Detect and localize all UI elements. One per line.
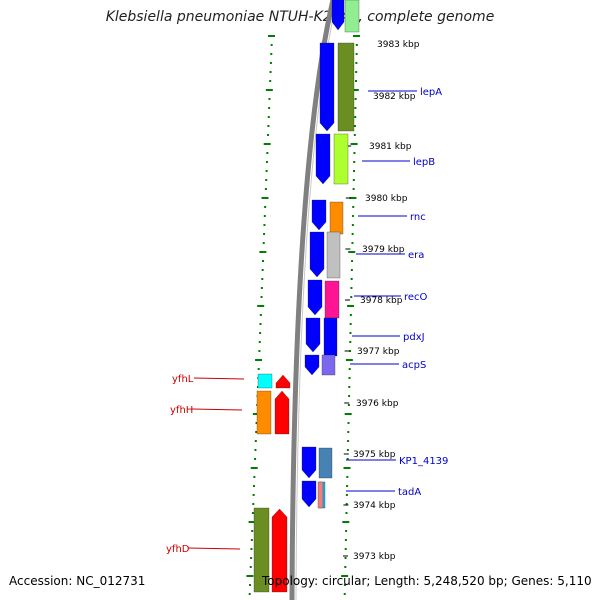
gene-arrow-era[interactable] [309, 231, 325, 278]
accession-text: Accession: NC_012731 [9, 574, 146, 588]
gene-arrow-recO[interactable] [307, 279, 323, 316]
cog-bar-lepA[interactable] [337, 42, 355, 132]
tick-label: 3976 kbp [356, 399, 399, 409]
label-line [187, 547, 241, 550]
cog-bar-tadA-2[interactable] [317, 481, 324, 509]
cog-bar[interactable] [344, 0, 360, 33]
gene-label-KP1_4139[interactable]: KP1_4139 [399, 456, 448, 467]
label-line [193, 377, 245, 380]
cog-bar-acpS[interactable] [321, 354, 336, 376]
tick-label: 3975 kbp [353, 450, 396, 460]
gene-arrow-yfhH[interactable] [274, 390, 290, 435]
gene-arrow-lepA[interactable] [319, 42, 335, 132]
gene-label-era[interactable]: era [408, 250, 424, 261]
gene-label-yfhD[interactable]: yfhD [166, 544, 190, 555]
tick-label: 3974 kbp [353, 501, 396, 511]
tick-label: 3977 kbp [357, 347, 400, 357]
gene-arrow-yfhL[interactable] [275, 374, 291, 389]
tick-label: 3983 kbp [377, 40, 420, 50]
gene-label-lepB[interactable]: lepB [413, 157, 435, 168]
gene-label-tadA[interactable]: tadA [398, 487, 421, 498]
cog-bar-lepB[interactable] [333, 133, 349, 185]
cog-bar-KP1_4139[interactable] [318, 447, 333, 479]
gene-label-acpS[interactable]: acpS [402, 360, 426, 371]
gene-label-lepA[interactable]: lepA [420, 87, 442, 98]
cog-bar-yfhL[interactable] [257, 373, 273, 389]
gene-label-yfhL[interactable]: yfhL [172, 374, 194, 385]
gene-arrow-lepB[interactable] [315, 133, 331, 185]
gene-arrow-yfhD[interactable] [271, 508, 288, 593]
tick-label: 3981 kbp [369, 142, 412, 152]
cog-bar-yfhH[interactable] [256, 390, 272, 435]
cog-bar-pdxJ[interactable] [323, 317, 338, 357]
gene-arrow-rnc[interactable] [311, 199, 327, 231]
gene-arrow-tadA[interactable] [301, 480, 317, 508]
map-title: Klebsiella pneumoniae NTUH-K2044, comple… [105, 9, 495, 25]
cog-bar-era[interactable] [326, 231, 341, 279]
gene-arrow[interactable] [331, 0, 345, 31]
gene-label-yfhH[interactable]: yfhH [170, 405, 193, 416]
tick-label: 3978 kbp [360, 296, 403, 306]
gene-label-pdxJ[interactable]: pdxJ [403, 332, 425, 343]
cog-bar-rnc[interactable] [329, 201, 344, 235]
gene-label-recO[interactable]: recO [404, 292, 428, 303]
cog-bar-yfhD[interactable] [253, 507, 270, 593]
gene-arrow-pdxJ[interactable] [305, 317, 321, 353]
gene-arrow-KP1_4139[interactable] [301, 446, 317, 479]
gene-label-rnc[interactable]: rnc [410, 212, 426, 223]
tick-label: 3979 kbp [362, 245, 405, 255]
tick-label: 3982 kbp [373, 92, 416, 102]
cog-bar-recO[interactable] [324, 280, 340, 319]
tick-label: 3973 kbp [353, 552, 396, 562]
tick-label: 3980 kbp [365, 194, 408, 204]
topology-summary: Topology: circular; Length: 5,248,520 bp… [262, 574, 592, 588]
gene-arrow-acpS[interactable] [304, 354, 320, 376]
label-line [191, 408, 243, 411]
